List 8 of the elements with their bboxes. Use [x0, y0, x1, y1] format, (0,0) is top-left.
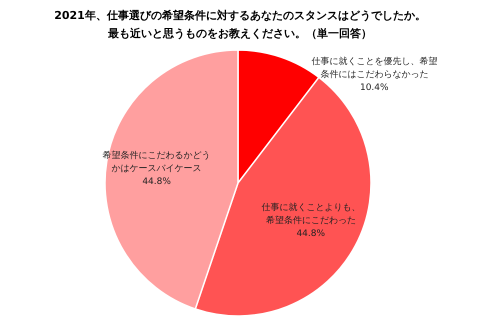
data-label: 44.8% [296, 229, 326, 240]
slice-label: 仕事に就くことを優先し、希望条件にはこだわらなかった [311, 57, 438, 80]
data-label: 44.8% [142, 177, 171, 188]
slice-label: 仕事に就くことよりも、希望条件にこだわった [261, 203, 360, 226]
chart-subtitle: 最も近いと思うものをお教えください。（単一回答） [107, 26, 373, 41]
chart-title: 2021年、仕事選びの希望条件に対するあなたのスタンスはどうでしたか。 [53, 8, 427, 23]
data-label: 10.4% [360, 83, 389, 94]
slice-label: 希望条件にこだわるかどうかはケースバイケース [102, 151, 211, 174]
